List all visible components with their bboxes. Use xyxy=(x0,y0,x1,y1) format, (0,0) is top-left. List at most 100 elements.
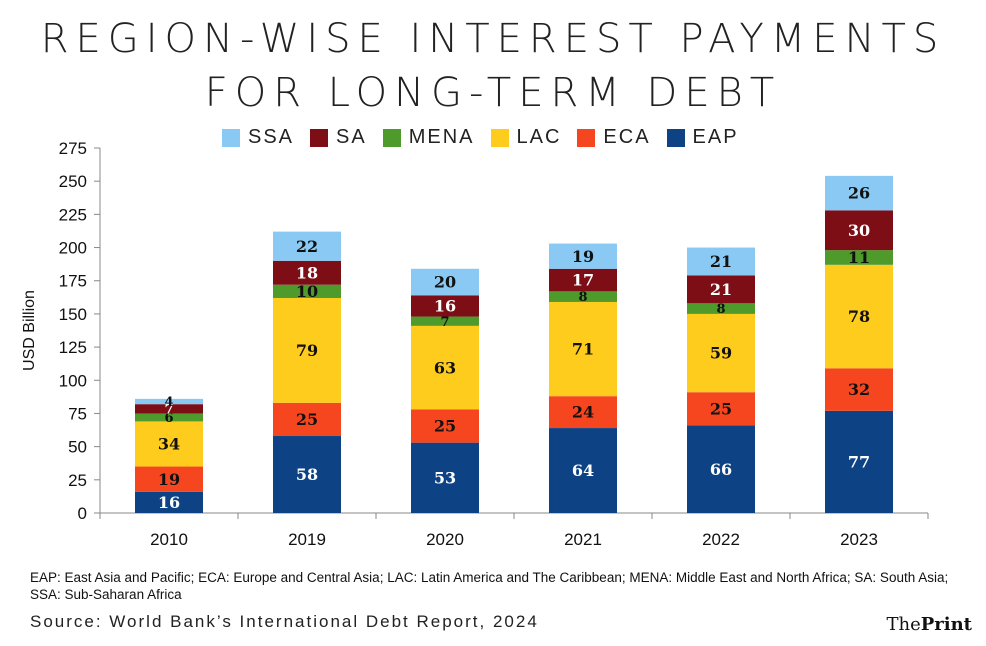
y-tick-label: 50 xyxy=(68,438,87,457)
bar-segment-eap xyxy=(825,410,893,513)
data-label: 17 xyxy=(572,271,594,290)
logo-part-the: The xyxy=(886,614,921,635)
legend-item-eca: ECA xyxy=(577,126,650,149)
y-tick-label: 0 xyxy=(78,504,87,523)
data-label: 78 xyxy=(848,307,870,326)
data-label: 7 xyxy=(164,402,173,417)
legend-swatch xyxy=(490,128,509,147)
legend-label: ECA xyxy=(603,126,651,148)
data-label: 21 xyxy=(710,280,732,299)
data-label: 59 xyxy=(710,344,732,363)
data-label: 24 xyxy=(572,403,594,422)
bar-segment-ssa xyxy=(273,231,341,261)
chart-title-line-2: FOR LONG-TERM DEBT xyxy=(204,70,782,116)
bar-segment-mena xyxy=(687,303,755,314)
x-tick-label: 2022 xyxy=(702,530,740,549)
data-label: 6 xyxy=(164,411,173,426)
data-label: 77 xyxy=(848,453,870,472)
legend-label: LAC xyxy=(516,126,562,148)
data-label: 11 xyxy=(848,248,870,267)
bar-segment-mena xyxy=(273,284,341,298)
data-label: 16 xyxy=(434,297,456,316)
bar-segment-sa xyxy=(825,210,893,251)
x-tick-label: 2019 xyxy=(288,530,326,549)
bar-segment-sa xyxy=(411,295,479,317)
data-label: 21 xyxy=(710,252,732,271)
x-tick-label: 2020 xyxy=(426,530,464,549)
bar-segment-lac xyxy=(411,325,479,410)
data-label: 58 xyxy=(296,465,318,484)
y-tick-label: 200 xyxy=(59,239,87,258)
bar-segment-lac xyxy=(549,301,617,397)
x-tick-label: 2010 xyxy=(150,530,188,549)
y-tick-label: 225 xyxy=(59,205,87,224)
bar-segment-mena xyxy=(825,250,893,265)
data-label: 32 xyxy=(848,380,870,399)
data-label: 30 xyxy=(848,221,870,240)
footnote: EAP: East Asia and Pacific; ECA: Europe … xyxy=(30,570,949,602)
bar-segment-mena xyxy=(549,291,617,302)
legend-label: EAP xyxy=(692,126,739,148)
bar-segment-eap xyxy=(411,442,479,513)
bar-segment-eca xyxy=(411,409,479,443)
bar-segment-eca xyxy=(825,368,893,411)
bar-segment-mena xyxy=(411,316,479,326)
data-label: 18 xyxy=(296,263,318,282)
y-tick-label: 100 xyxy=(59,371,87,390)
theprint-logo: ThePrint xyxy=(886,614,972,635)
bar-segment-eca xyxy=(135,466,203,492)
bar-segment-lac xyxy=(825,264,893,369)
y-tick-label: 250 xyxy=(59,172,87,191)
y-tick-label: 275 xyxy=(59,139,87,158)
bar-segment-ssa xyxy=(687,247,755,276)
data-label: 53 xyxy=(434,468,456,487)
legend-item-ssa: SSA xyxy=(222,126,294,149)
y-axis-label: USD Billion xyxy=(21,290,38,371)
bar-segment-eap xyxy=(687,425,755,513)
y-tick-label: 175 xyxy=(59,272,87,291)
data-label: 10 xyxy=(296,282,318,301)
bar-segment-ssa xyxy=(825,175,893,211)
legend-swatch xyxy=(310,128,329,147)
bar-segment-ssa xyxy=(135,398,203,405)
legend-swatch xyxy=(577,128,596,147)
data-label: 7 xyxy=(440,315,449,330)
legend-item-eap: EAP xyxy=(666,126,739,149)
bar-segment-sa xyxy=(135,404,203,414)
x-tick-label: 2023 xyxy=(840,530,878,549)
chart-title-line-1: REGION-WISE INTEREST PAYMENTS xyxy=(40,16,946,62)
bar-segment-sa xyxy=(273,260,341,285)
data-label: 64 xyxy=(572,461,594,480)
x-tick-label: 2021 xyxy=(564,530,602,549)
data-label: 34 xyxy=(158,435,180,454)
bar-segment-mena xyxy=(135,413,203,422)
data-label: 22 xyxy=(296,237,318,256)
data-label: 26 xyxy=(848,184,870,203)
legend-item-sa: SA xyxy=(310,126,367,149)
bar-segment-lac xyxy=(273,297,341,403)
bar-segment-lac xyxy=(135,421,203,467)
data-label: 19 xyxy=(572,247,594,266)
data-label: 79 xyxy=(296,341,318,360)
legend: SSA SA MENA LAC ECA EAP xyxy=(222,126,755,149)
legend-label: SA xyxy=(336,126,367,148)
legend-label: MENA xyxy=(408,126,475,148)
data-label: 25 xyxy=(710,399,732,418)
data-label: 71 xyxy=(572,340,594,359)
bar-segment-eca xyxy=(687,392,755,426)
data-label: 63 xyxy=(434,358,456,377)
bar-segment-lac xyxy=(687,313,755,393)
bar-segment-eca xyxy=(273,402,341,437)
stacked-bar-chart: 0 25 50 75 100 125 150 175 200 225 250 275 USD Billi… xyxy=(21,139,929,549)
logo-part-print: Print xyxy=(920,614,972,635)
y-tick-label: 150 xyxy=(59,305,87,324)
y-tick-label: 25 xyxy=(68,471,87,490)
legend-swatch xyxy=(382,128,401,147)
bar-segment-eca xyxy=(549,396,617,429)
legend-swatch xyxy=(666,128,685,147)
bar-segment-sa xyxy=(687,275,755,304)
legend-item-lac: LAC xyxy=(490,126,562,149)
bar-segment-eap xyxy=(273,436,341,513)
source-note: Source: World Bank’s International Debt … xyxy=(30,612,539,631)
data-label: 19 xyxy=(158,470,180,489)
